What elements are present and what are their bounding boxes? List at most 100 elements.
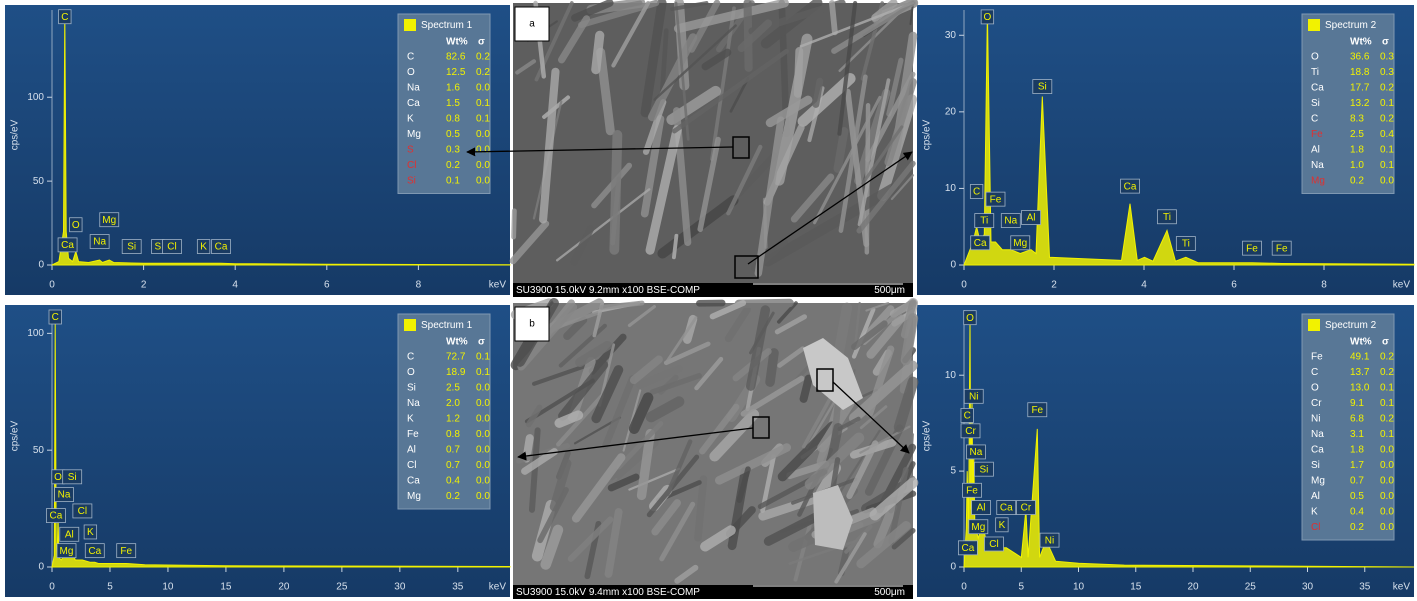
table-sigma: 0.1 — [1380, 429, 1394, 440]
table-wt: 0.5 — [446, 129, 460, 140]
table-header: σ — [478, 37, 485, 48]
peak-label: Ca — [215, 242, 228, 253]
table-element: Cr — [1311, 398, 1322, 409]
table-wt: 18.8 — [1350, 67, 1370, 78]
figure: 05010002468keVcps/eVCOMgNaCaSiSClKCaSpec… — [0, 0, 1417, 601]
peak-label: Fe — [966, 485, 978, 496]
x-axis-label: keV — [489, 582, 507, 593]
table-wt: 1.2 — [446, 414, 460, 425]
peak-label: Si — [68, 472, 77, 483]
peak-label: Ca — [1124, 181, 1137, 192]
y-axis-label: cps/eV — [922, 420, 933, 451]
peak-label: Ca — [961, 543, 974, 554]
table-header: σ — [478, 337, 485, 348]
table-element: Fe — [1311, 129, 1323, 140]
table-element: Cl — [407, 460, 416, 471]
table-element: K — [407, 114, 414, 125]
peak-label: Ca — [1000, 503, 1013, 514]
table-header: Wt% — [1350, 37, 1372, 48]
table-wt: 1.5 — [446, 98, 460, 109]
peak-label: K — [999, 520, 1006, 531]
table-element: C — [1311, 114, 1318, 125]
peak-label: Na — [970, 447, 983, 458]
peak-label: Fe — [1031, 405, 1043, 416]
fiber — [804, 379, 809, 399]
y-tick-label: 50 — [33, 445, 45, 456]
fiber — [832, 3, 835, 32]
table-wt: 1.6 — [446, 83, 460, 94]
table-header: σ — [1382, 337, 1389, 348]
table-element: S — [407, 145, 414, 156]
peak-label: Ti — [1163, 212, 1171, 223]
x-tick-label: 10 — [162, 582, 174, 593]
table-element: Cl — [1311, 522, 1320, 533]
y-tick-label: 100 — [27, 92, 44, 103]
x-tick-label: 0 — [49, 280, 55, 291]
x-tick-label: 8 — [1321, 280, 1327, 291]
table-sigma: 0.0 — [476, 160, 490, 171]
table-element: Mg — [407, 129, 421, 140]
table-wt: 0.4 — [1350, 507, 1364, 518]
legend-title: Spectrum 2 — [1325, 320, 1377, 331]
table-header: σ — [1382, 37, 1389, 48]
table-header: Wt% — [446, 37, 468, 48]
peak-label: Al — [1027, 213, 1036, 224]
y-tick-label: 0 — [38, 562, 44, 573]
x-tick-label: 35 — [1359, 582, 1371, 593]
table-wt: 0.2 — [1350, 176, 1364, 187]
sem-images: SU3900 15.0kV 9.2mm x100 BSE-COMP500μmaS… — [513, 3, 913, 599]
peak-label: Ca — [50, 511, 63, 522]
peak-label: Cr — [965, 426, 976, 437]
table-wt: 8.3 — [1350, 114, 1364, 125]
table-sigma: 0.0 — [476, 383, 490, 394]
y-tick-label: 20 — [945, 106, 957, 117]
table-element: Ca — [407, 98, 420, 109]
x-tick-label: 4 — [232, 280, 238, 291]
peak-label: K — [87, 527, 94, 538]
table-sigma: 0.2 — [476, 52, 490, 63]
table-sigma: 0.1 — [476, 98, 490, 109]
table-element: Na — [407, 83, 420, 94]
table-sigma: 0.0 — [1380, 476, 1394, 487]
table-sigma: 0.0 — [476, 414, 490, 425]
table-element: Al — [1311, 145, 1320, 156]
table-element: Al — [1311, 491, 1320, 502]
peak-label: Ti — [980, 216, 988, 227]
peak-label: Ti — [1182, 239, 1190, 250]
table-wt: 1.0 — [1350, 160, 1364, 171]
table-wt: 1.7 — [1350, 460, 1364, 471]
peak-label: C — [52, 312, 59, 323]
legend-title: Spectrum 2 — [1325, 20, 1377, 31]
table-wt: 13.0 — [1350, 383, 1370, 394]
x-tick-label: 5 — [1018, 582, 1024, 593]
table-wt: 0.7 — [446, 445, 460, 456]
table-element: O — [1311, 383, 1319, 394]
legend-title: Spectrum 1 — [421, 320, 473, 331]
table-sigma: 0.0 — [1380, 522, 1394, 533]
table-sigma: 0.0 — [1380, 491, 1394, 502]
peak-label: Na — [1004, 216, 1017, 227]
table-wt: 18.9 — [446, 367, 466, 378]
table-sigma: 0.2 — [1380, 83, 1394, 94]
table-wt: 0.3 — [446, 145, 460, 156]
table-wt: 36.6 — [1350, 52, 1370, 63]
peak-label: Ca — [88, 546, 101, 557]
fiber — [816, 81, 820, 104]
peak-label: Fe — [1276, 243, 1288, 254]
sem-scale: 500μm — [874, 587, 905, 598]
table-sigma: 0.3 — [1380, 52, 1394, 63]
x-tick-label: 15 — [1130, 582, 1142, 593]
fiber — [739, 303, 790, 304]
y-axis-label: cps/eV — [922, 119, 933, 150]
fiber — [514, 211, 515, 237]
table-element: Ni — [1311, 414, 1320, 425]
table-element: Mg — [407, 491, 421, 502]
table-wt: 0.4 — [446, 476, 460, 487]
peak-label: C — [964, 411, 971, 422]
x-tick-label: 30 — [394, 582, 406, 593]
y-tick-label: 30 — [945, 30, 957, 41]
table-element: Fe — [407, 429, 419, 440]
table-sigma: 0.1 — [1380, 398, 1394, 409]
